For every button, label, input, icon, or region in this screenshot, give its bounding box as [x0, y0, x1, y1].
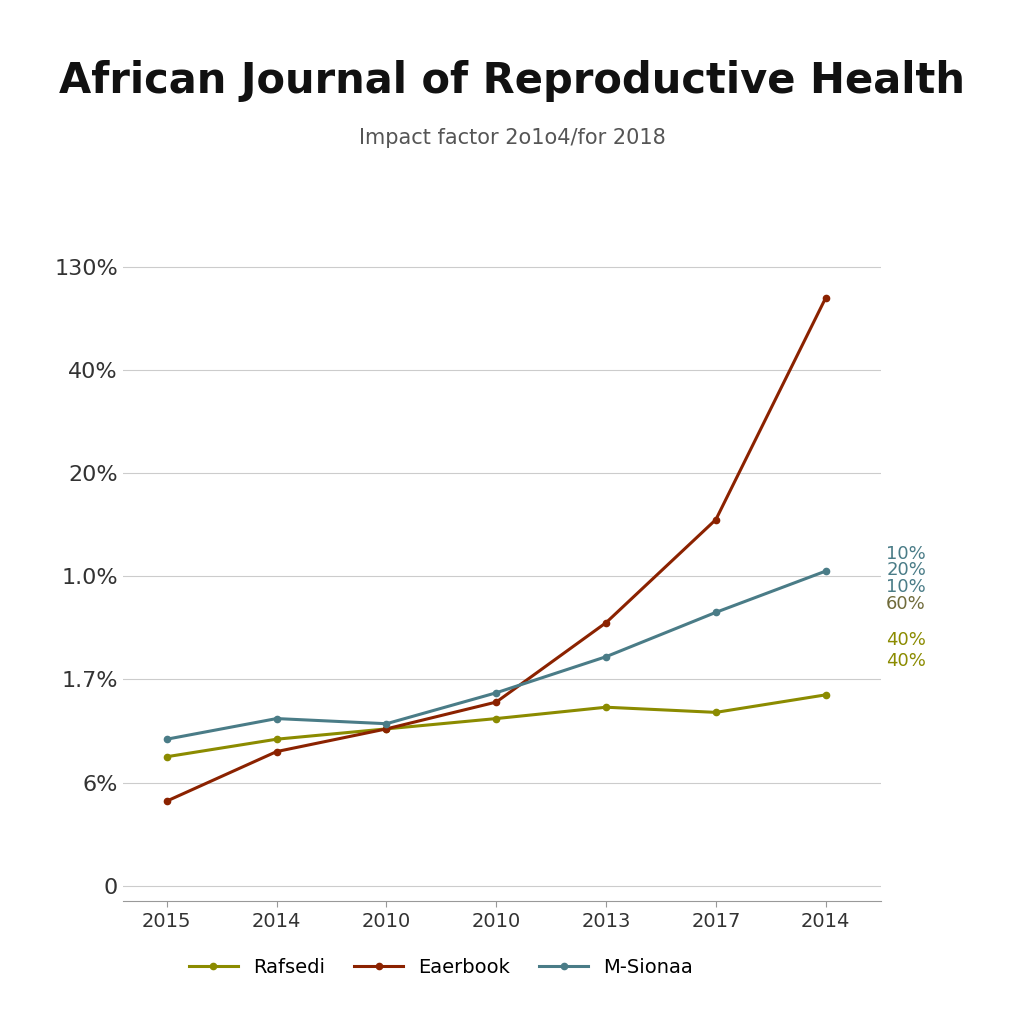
Text: African Journal of Reproductive Health: African Journal of Reproductive Health [59, 60, 965, 102]
Legend: Rafsedi, Eaerbook, M-Sionaa: Rafsedi, Eaerbook, M-Sionaa [181, 950, 701, 985]
Text: 10%: 10% [886, 545, 926, 562]
Text: 10%: 10% [886, 578, 926, 596]
Text: 40%: 40% [886, 652, 926, 670]
Text: Impact factor 2o1o4/for 2018: Impact factor 2o1o4/for 2018 [358, 128, 666, 148]
Text: 20%: 20% [886, 561, 926, 579]
Text: 60%: 60% [886, 595, 926, 613]
Text: 40%: 40% [886, 631, 926, 649]
